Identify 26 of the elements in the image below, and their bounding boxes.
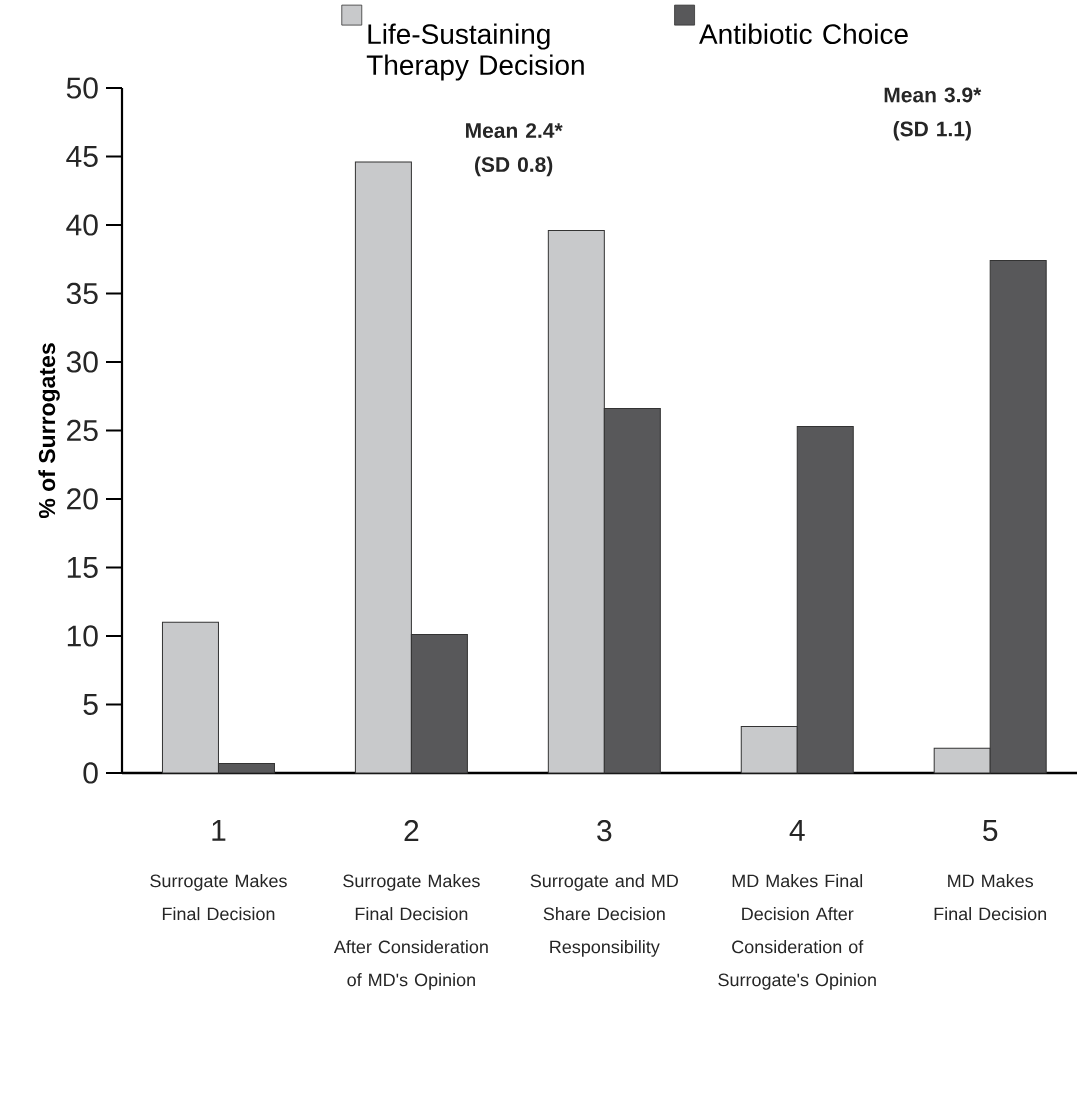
y-tick-label: 30: [66, 351, 98, 373]
text: MD Makes Final Decision: [934, 874, 1047, 921]
x-tick-label: 2: [404, 820, 419, 842]
y-tick-label: 15: [67, 557, 98, 578]
text: Surrogate Makes Final Decision: [150, 874, 287, 921]
y-tick-label: 50: [66, 77, 98, 99]
x-tick-label: 3: [597, 820, 612, 842]
legend-label: Antibiotic Choice: [699, 23, 908, 45]
annotation: Mean 2.4* (SD 0.8): [466, 123, 563, 177]
x-tick-label: 5: [983, 820, 998, 841]
x-tick-label: 4: [789, 820, 805, 841]
y-tick-label: 25: [67, 419, 98, 442]
y-tick-label: 0: [83, 762, 98, 784]
annotation: Mean 3.9* (SD 1.1): [884, 87, 982, 141]
y-tick-label: 35: [66, 282, 98, 305]
y-tick-label: 10: [67, 625, 98, 647]
y-tick-label: 5: [83, 694, 98, 715]
text: Surrogate Makes Final Decision After Consideration of MD's Opinion: [333, 874, 488, 990]
y-tick-label: 40: [66, 214, 98, 236]
x-tick-label: 1: [212, 820, 226, 841]
y-tick-label: 45: [66, 146, 98, 167]
y-tick-label: 20: [67, 488, 98, 510]
legend-label: Life-Sustaining Therapy Decision: [366, 23, 584, 81]
text: Surrogate and MD Share Decision Responsibility: [530, 874, 678, 957]
y-axis-title: % of Surrogates: [38, 343, 60, 519]
text: MD Makes Final Decision After Consideration of Surrogate's Opinion: [718, 874, 876, 990]
